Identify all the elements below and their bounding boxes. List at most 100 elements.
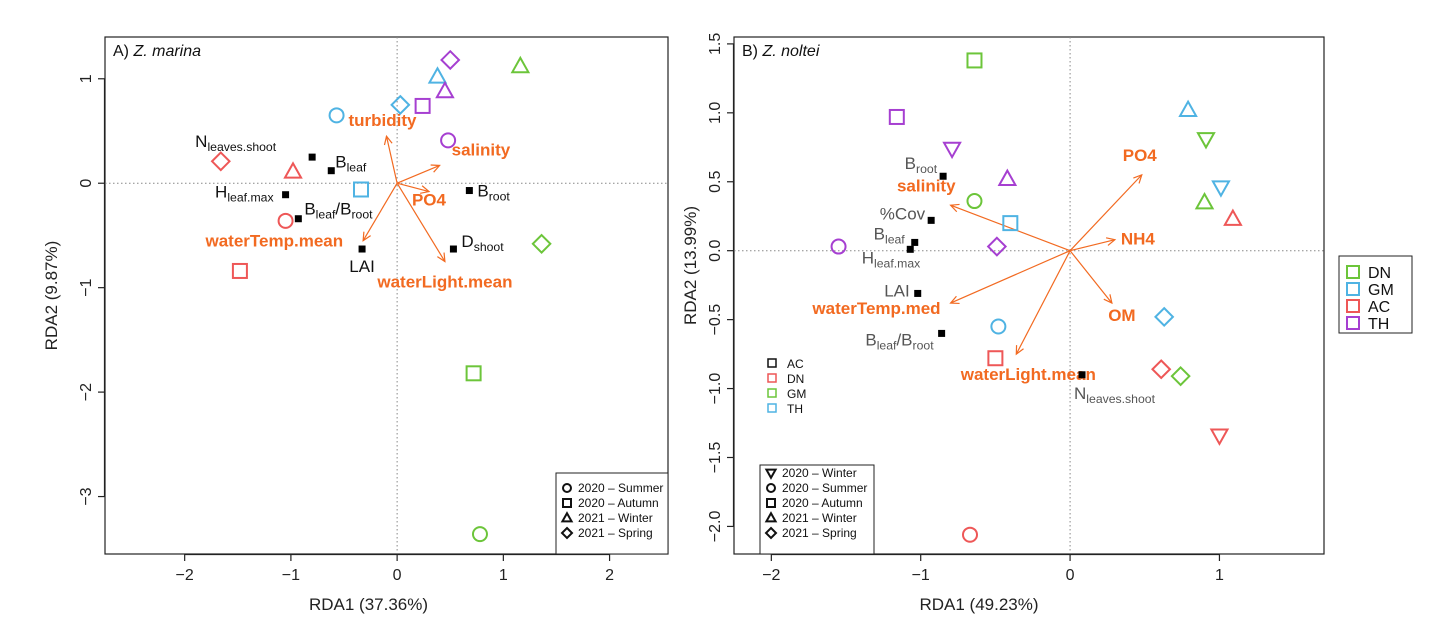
season-legend-label: 2020 – Autumn	[578, 496, 659, 510]
site-point-dn-triangle-up	[1194, 191, 1215, 210]
label-part: H	[862, 248, 874, 267]
y-tick-label: 0.5	[707, 171, 724, 193]
y-axis-title: RDA2 (13.99%)	[681, 206, 700, 325]
response-variable-point	[914, 289, 922, 297]
y-tick-label: −0.5	[707, 304, 724, 336]
site-legend-square-th	[1346, 316, 1360, 330]
x-tick-label: 1	[499, 567, 508, 584]
small-legend-square	[767, 403, 777, 413]
vector-salinity	[396, 164, 440, 184]
response-variable-point	[911, 238, 919, 246]
response-variable-point	[938, 329, 946, 337]
site-point-ac-square	[231, 262, 248, 279]
arrowhead	[1133, 173, 1143, 184]
arrowhead	[383, 134, 393, 146]
response-variable-label: Broot	[477, 182, 510, 204]
site-point-gm-triangle-down	[1211, 180, 1231, 198]
response-variable-label: Bleaf	[874, 224, 906, 246]
label-part: N	[1074, 384, 1086, 403]
season-legend-label: 2021 – Spring	[782, 526, 857, 540]
arrowhead	[1105, 237, 1117, 246]
site-point-ac-square	[987, 350, 1004, 367]
site-legend-label: GM	[1368, 282, 1394, 299]
arrowhead	[437, 252, 446, 263]
legend-shape-square	[562, 498, 572, 508]
response-variable-point	[282, 191, 290, 199]
panel-species: Z. noltei	[761, 43, 819, 60]
site-point-gm-square	[1002, 215, 1019, 232]
response-variable-point	[927, 216, 935, 224]
site-legend-square-gm	[1346, 282, 1360, 296]
vector-waterlight-mean	[1015, 250, 1071, 355]
y-tick-label: 0	[78, 179, 95, 188]
arrowhead	[362, 231, 371, 242]
vector-po4	[1069, 174, 1143, 252]
response-variable-label: Hleaf.max	[862, 248, 921, 270]
site-point-dn-diamond	[531, 233, 552, 254]
x-axis-title: RDA1 (49.23%)	[919, 595, 1038, 614]
label-part: B	[905, 154, 916, 173]
site-point-ac-circle	[962, 526, 978, 543]
season-legend-label: 2020 – Autumn	[782, 496, 863, 510]
season-legend	[555, 472, 669, 555]
response-variable-point	[939, 172, 947, 180]
vec-label-turbidity: turbidity	[349, 111, 418, 130]
season-legend-label: 2021 – Winter	[578, 511, 653, 525]
site-point-dn-triangle-up	[510, 55, 531, 74]
y-tick-label: −1.0	[707, 373, 724, 405]
label-part: root	[916, 162, 938, 176]
site-point-gm-triangle-up	[427, 66, 448, 84]
site-point-ac-triangle-down	[1209, 428, 1230, 446]
legend-shape-square	[766, 498, 776, 508]
x-tick-label: −1	[912, 567, 930, 584]
vec-label-watertemp: waterTemp.mean	[205, 232, 344, 251]
y-tick-label: 1.5	[707, 33, 724, 55]
vector-waterlight-mean	[396, 182, 446, 262]
y-tick-label: 0.0	[707, 239, 724, 261]
y-axis-title: RDA2 (9.87%)	[42, 241, 61, 351]
site-legend-label: DN	[1368, 265, 1391, 282]
response-variable-label: Hleaf.max	[215, 183, 274, 205]
response-variable-point	[327, 167, 335, 175]
label-part: salinity	[897, 177, 956, 196]
season-legend-label: 2020 – Summer	[578, 481, 663, 495]
x-axis-title: RDA1 (37.36%)	[309, 595, 428, 614]
legend-shape-triangle-down	[764, 468, 778, 480]
panel-b-znoltei: −2 −1 0 1 −2.0 −1.5 −1.0 −0.5 0.0 0.5 1.0 1.5 RDA1 (…	[681, 33, 1413, 614]
site-point-th-square	[414, 97, 431, 114]
label-part: B	[304, 200, 315, 219]
label-part: LAI	[884, 281, 910, 300]
label-part: H	[215, 183, 227, 202]
site-point-th-triangle-down	[942, 141, 962, 160]
label-part: /B	[335, 200, 351, 219]
response-variable-point	[294, 215, 302, 223]
y-tick-label: −1	[78, 278, 95, 296]
season-legend-label: 2020 – Winter	[782, 466, 857, 480]
x-tick-label: −1	[282, 567, 300, 584]
legend-shape-diamond	[764, 526, 778, 540]
site-point-th-triangle-up	[997, 168, 1018, 186]
response-variable-point	[449, 245, 457, 253]
y-tick-label: −1.5	[707, 442, 724, 474]
label-part: leaf	[347, 160, 367, 174]
response-variable-point	[906, 245, 914, 253]
x-tick-label: −2	[762, 567, 780, 584]
panel-letter: A)	[113, 43, 133, 60]
site-point-dn-diamond	[1170, 365, 1191, 387]
vec-label-po4: PO4	[412, 191, 447, 210]
vector-nh4	[1069, 239, 1116, 252]
arrowhead	[1103, 294, 1113, 305]
small-legend-label: AC	[787, 357, 804, 371]
response-variable-label: %Cov	[880, 204, 926, 223]
small-legend-square	[767, 388, 777, 398]
site-legend-label: TH	[1368, 316, 1389, 333]
site-point-th-square	[888, 108, 905, 125]
site-point-ac-circle	[277, 212, 294, 229]
x-tick-label: −2	[176, 567, 194, 584]
vector-salinity	[950, 204, 1071, 252]
site-point-dn-circle	[966, 193, 983, 210]
season-legend-label: 2021 – Winter	[782, 511, 857, 525]
arrowhead	[430, 164, 441, 173]
label-part: leaves.shoot	[1086, 391, 1155, 405]
season-legend-label: 2020 – Summer	[782, 481, 867, 495]
